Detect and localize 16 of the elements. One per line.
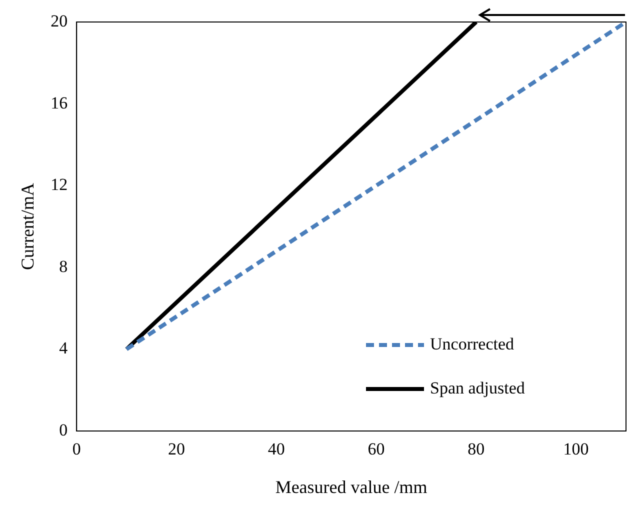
x-axis-title: Measured value /mm — [275, 476, 428, 497]
y-tick-label: 16 — [50, 93, 68, 112]
x-tick-label: 20 — [168, 440, 185, 459]
x-tick-label: 60 — [368, 440, 385, 459]
y-tick-label: 12 — [50, 175, 68, 194]
x-tick-label: 40 — [268, 440, 285, 459]
y-axis-title: Current/mA — [18, 183, 38, 270]
y-tick-label: 4 — [59, 338, 68, 358]
y-tick-label: 0 — [59, 420, 68, 440]
x-tick-label: 0 — [72, 440, 81, 459]
x-tick-label: 100 — [563, 440, 589, 459]
y-tick-label: 20 — [50, 11, 68, 30]
legend-label: Span adjusted — [430, 378, 526, 398]
y-tick-label: 8 — [59, 256, 68, 276]
x-tick-label: 80 — [468, 440, 485, 459]
legend-label: Uncorrected — [430, 334, 515, 354]
